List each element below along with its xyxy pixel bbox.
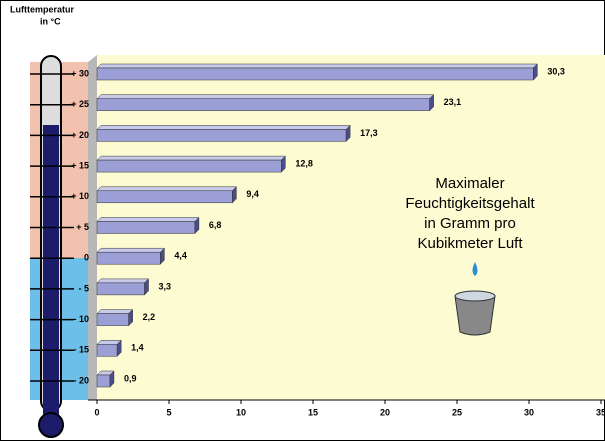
bar: [96, 159, 282, 173]
value-label: 1,4: [131, 343, 144, 353]
annotation: Kubikmeter Luft: [417, 235, 523, 252]
drop-icon: [472, 262, 478, 276]
y-tick-label: + 5: [76, 222, 89, 232]
bar-end: [109, 370, 115, 388]
x-tick-label: 30: [524, 407, 534, 417]
x-tick-label: 25: [452, 407, 462, 417]
y-tick-label: - 20: [73, 375, 89, 385]
annotation: Maximaler: [435, 175, 504, 192]
bar-top: [96, 94, 435, 99]
y-tick-label: + 25: [71, 99, 89, 109]
bar-top: [96, 186, 237, 192]
bar-top: [96, 125, 351, 130]
bar: [96, 98, 430, 111]
y-tick-label: - 5: [78, 283, 89, 293]
y-tick-label: 0: [84, 253, 89, 263]
bar: [96, 67, 534, 81]
y-tick-label: + 20: [71, 130, 89, 140]
value-label: 17,3: [360, 128, 378, 138]
bar-end: [160, 247, 165, 265]
bar: [96, 313, 129, 326]
value-label: 30,3: [547, 66, 565, 76]
value-label: 6,8: [209, 220, 222, 230]
bucket-icon: [454, 290, 496, 336]
side-wall: [88, 55, 97, 400]
bar-top: [96, 217, 200, 222]
bar: [96, 251, 161, 265]
y-tick-label: - 15: [73, 345, 89, 355]
value-label: 3,3: [159, 281, 172, 291]
value-label: 23,1: [444, 97, 462, 107]
bar-end: [194, 216, 200, 235]
x-tick-label: 20: [380, 407, 390, 417]
y-tick-label: + 15: [71, 160, 89, 170]
bar-end: [533, 63, 538, 81]
value-label: 12,8: [295, 158, 313, 168]
bar-end: [281, 155, 286, 173]
bar-end: [116, 339, 122, 357]
bar-end: [128, 308, 133, 327]
bar-end: [345, 124, 351, 143]
x-tick-label: 35: [596, 407, 605, 417]
y-tick-label: + 10: [71, 191, 89, 201]
bar: [96, 374, 111, 388]
bar: [96, 129, 347, 142]
x-tick-label: 15: [308, 407, 318, 417]
annotation: in Gramm pro: [424, 215, 516, 232]
bar-top: [96, 63, 538, 69]
x-tick-label: 10: [236, 407, 246, 417]
bar-top: [96, 155, 286, 161]
bar-end: [232, 186, 237, 204]
bar: [96, 190, 233, 204]
bar-top: [96, 278, 150, 284]
value-label: 9,4: [246, 189, 259, 199]
bar: [96, 344, 118, 357]
bar: [96, 282, 145, 296]
x-tick-label: 0: [94, 407, 99, 417]
value-label: 2,2: [143, 312, 156, 322]
bar-end: [144, 278, 149, 296]
bar-top: [96, 247, 165, 253]
bar-top: [96, 309, 134, 314]
bar: [96, 221, 196, 234]
value-label: 4,4: [174, 251, 187, 261]
y-tick-label: + 30: [71, 68, 89, 78]
bar-end: [429, 94, 434, 112]
thermometer-bulb: [38, 412, 64, 438]
x-tick-label: 5: [166, 407, 171, 417]
y-tick-label: - 10: [73, 314, 89, 324]
thermometer-fill: [43, 125, 59, 415]
axis-label: in °C: [40, 16, 61, 26]
annotation: Feuchtigkeitsgehalt: [405, 195, 535, 212]
value-label: 0,9: [124, 373, 137, 383]
axis-label: Lufttemperatur: [10, 4, 74, 14]
